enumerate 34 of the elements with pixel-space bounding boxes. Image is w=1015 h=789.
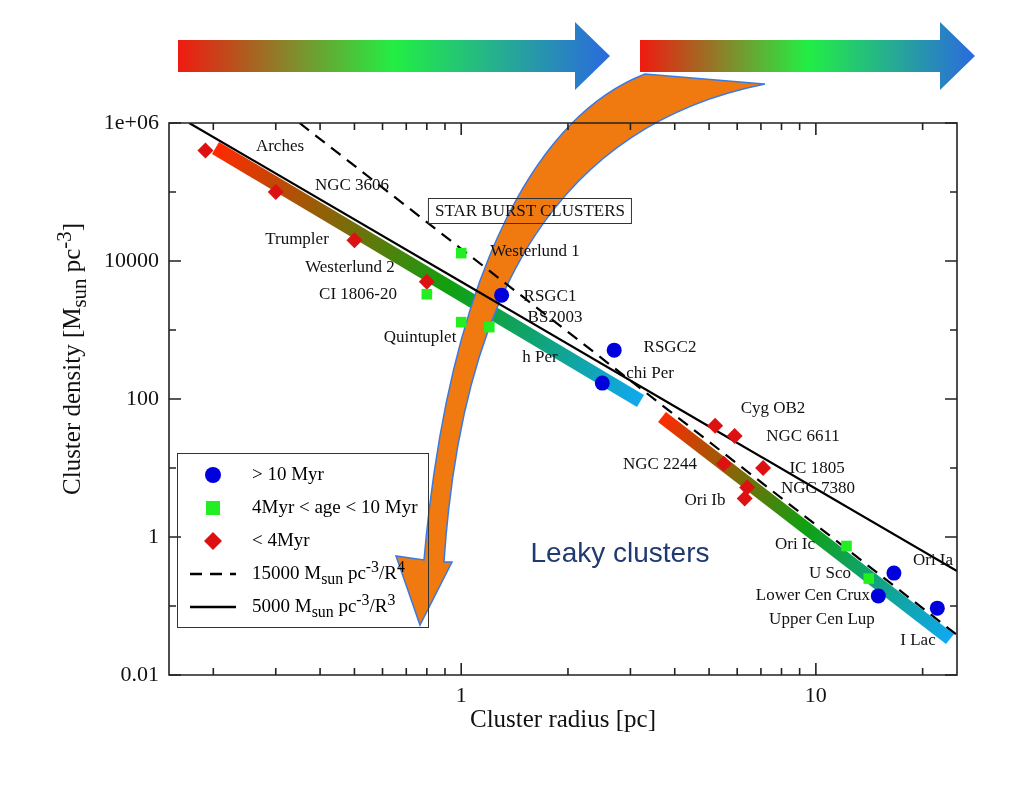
x-axis-title: Cluster radius [pc] (469, 705, 657, 733)
annotation: Upper Cen Lup (769, 609, 875, 629)
annotation: NGC 2244 (622, 454, 698, 474)
y-tick-label: 100 (126, 384, 159, 410)
x-tick-label: 10 (804, 681, 827, 707)
annotation: IC 1805 (789, 458, 845, 478)
legend-label: 5000 M$_{sun}$ pc$^{-3}$/R$^{3}$ (252, 590, 396, 623)
annotation: Ori Ic (774, 534, 816, 554)
annotation: Lower Cen Crux (755, 585, 871, 605)
legend-label: 4Myr < age < 10 Myr (252, 496, 418, 519)
annotation: U Sco (808, 563, 852, 583)
annotation: Arches (255, 136, 305, 156)
annotation: NGC 7380 (780, 478, 856, 498)
annotation: Cyg OB2 (740, 398, 806, 418)
annotation: I Lac (900, 630, 936, 650)
annotation: Trumpler (265, 229, 329, 249)
annotation: h Per (522, 347, 558, 367)
annotation: Ori Ib (684, 490, 726, 510)
annotation: NGC 6611 (766, 426, 840, 446)
y-tick-label: 10000 (104, 246, 159, 272)
legend-label: > 10 Myr (252, 463, 324, 486)
annotation: Quintuplet (383, 327, 457, 347)
annotation: CI 1806-20 (319, 284, 397, 304)
y-tick-label: 1 (148, 522, 159, 548)
annotation: RSGC1 (523, 286, 577, 306)
y-tick-label: 1e+06 (103, 108, 159, 134)
annotation: chi Per (626, 363, 674, 383)
legend-label: < 4Myr (252, 529, 310, 552)
annotation: Leaky clusters (530, 537, 710, 569)
annotation: BS2003 (527, 307, 583, 327)
annotation: Westerlund 2 (305, 257, 395, 277)
y-tick-label: 0.01 (120, 660, 159, 686)
annotation: NGC 3606 (314, 175, 390, 195)
annotation: RSGC2 (643, 337, 697, 357)
